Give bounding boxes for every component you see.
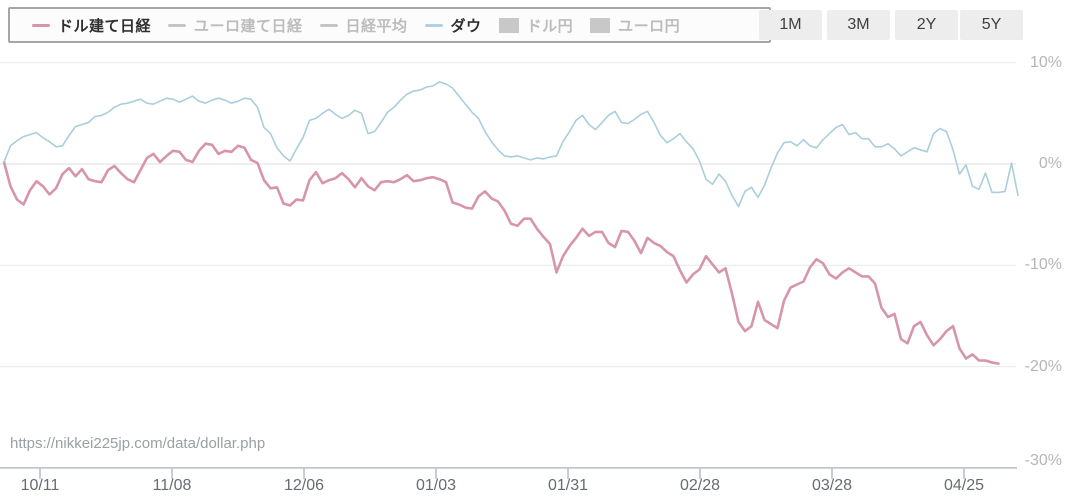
legend-item-ドル建て日経[interactable]: ドル建て日経 xyxy=(32,15,151,36)
y-axis-label: 10% xyxy=(1029,54,1062,71)
legend: ドル建て日経 ユーロ建て日経 日経平均 ダウ ドル円 ユーロ円 xyxy=(8,7,771,43)
legend-label: ユーロ円 xyxy=(618,17,681,35)
x-axis-label: 11/08 xyxy=(152,477,192,494)
legend-box-swatch xyxy=(498,17,519,33)
range-button-1M[interactable]: 1M xyxy=(759,10,822,40)
x-axis-label: 03/28 xyxy=(811,477,853,494)
x-axis-label: 01/03 xyxy=(415,477,457,494)
range-button-2Y[interactable]: 2Y xyxy=(895,10,958,40)
legend-line-swatch xyxy=(319,23,338,27)
legend-label: ドル建て日経 xyxy=(58,17,152,35)
x-axis-label: 12/06 xyxy=(283,477,325,494)
y-axis-label: -10% xyxy=(1024,256,1062,273)
x-axis-label: 10/11 xyxy=(20,477,60,494)
legend-line-swatch xyxy=(32,23,50,27)
legend-item-日経平均[interactable]: 日経平均 xyxy=(319,15,408,36)
legend-line-swatch xyxy=(168,23,187,27)
line-dow xyxy=(3,81,1019,208)
legend-label: ダウ xyxy=(450,17,482,35)
y-axis-label: -20% xyxy=(1024,358,1062,375)
y-axis-label: -30% xyxy=(1024,452,1062,469)
legend-item-ユーロ建て日経[interactable]: ユーロ建て日経 xyxy=(168,15,303,36)
legend-label: ドル円 xyxy=(526,17,574,35)
legend-line-swatch xyxy=(424,23,443,27)
source-url: https://nikkei225jp.com/data/dollar.php xyxy=(10,435,266,452)
legend-item-ダウ[interactable]: ダウ xyxy=(424,15,482,36)
legend-label: ユーロ建て日経 xyxy=(194,17,303,35)
legend-item-ユーロ円[interactable]: ユーロ円 xyxy=(590,15,680,36)
legend-item-ドル円[interactable]: ドル円 xyxy=(498,15,574,36)
range-button-3M[interactable]: 3M xyxy=(827,10,890,40)
legend-box-swatch xyxy=(590,17,611,33)
line-dollar-nikkei xyxy=(2,142,1000,365)
x-axis-label: 01/31 xyxy=(547,477,589,494)
range-button-5Y[interactable]: 5Y xyxy=(960,10,1023,40)
x-axis-label: 04/25 xyxy=(943,477,985,494)
x-axis-label: 02/28 xyxy=(679,477,721,494)
y-axis-label: 0% xyxy=(1038,155,1062,172)
legend-label: 日経平均 xyxy=(345,17,408,35)
